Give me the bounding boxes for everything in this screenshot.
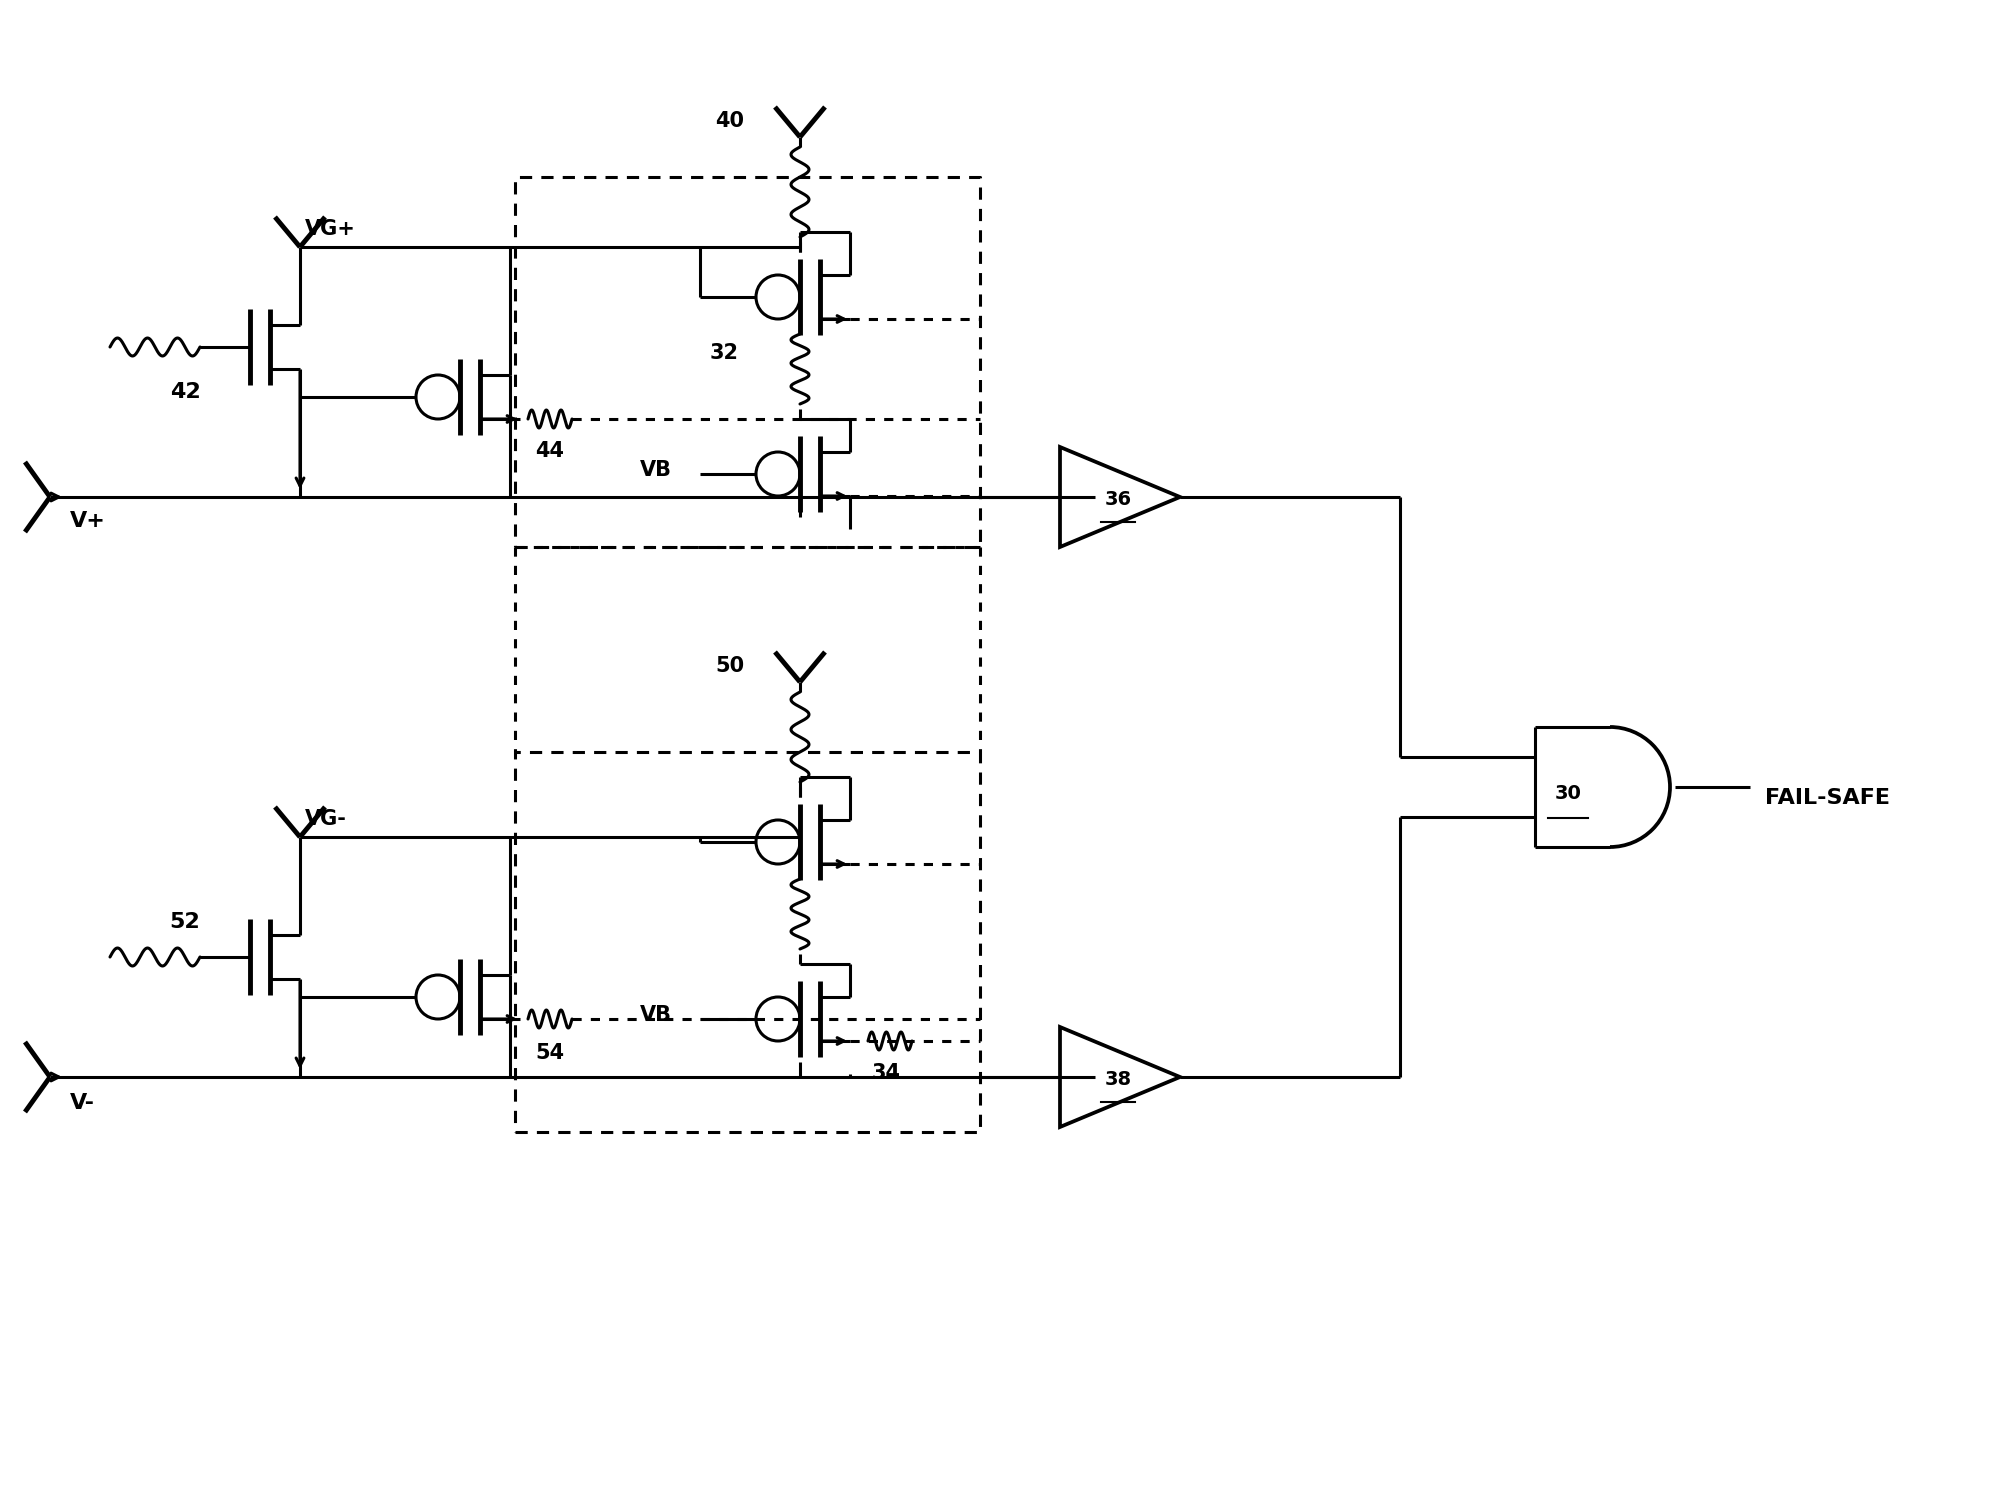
Text: 50: 50 xyxy=(715,656,745,677)
Text: 54: 54 xyxy=(535,1043,565,1063)
Text: V-: V- xyxy=(70,1093,94,1112)
Text: 36: 36 xyxy=(1105,490,1131,509)
Text: 52: 52 xyxy=(170,912,200,933)
Text: 44: 44 xyxy=(535,442,565,461)
Text: VG+: VG+ xyxy=(304,219,356,240)
Text: 38: 38 xyxy=(1105,1070,1131,1088)
Text: 34: 34 xyxy=(873,1063,901,1082)
Text: 40: 40 xyxy=(715,111,745,132)
Text: VB: VB xyxy=(641,1004,673,1025)
Text: 42: 42 xyxy=(170,382,200,403)
Text: V+: V+ xyxy=(70,510,106,531)
Text: VG-: VG- xyxy=(304,808,346,829)
Text: 30: 30 xyxy=(1556,784,1582,802)
Text: FAIL-SAFE: FAIL-SAFE xyxy=(1766,787,1890,808)
Text: VB: VB xyxy=(641,460,673,481)
Text: 32: 32 xyxy=(711,343,739,362)
